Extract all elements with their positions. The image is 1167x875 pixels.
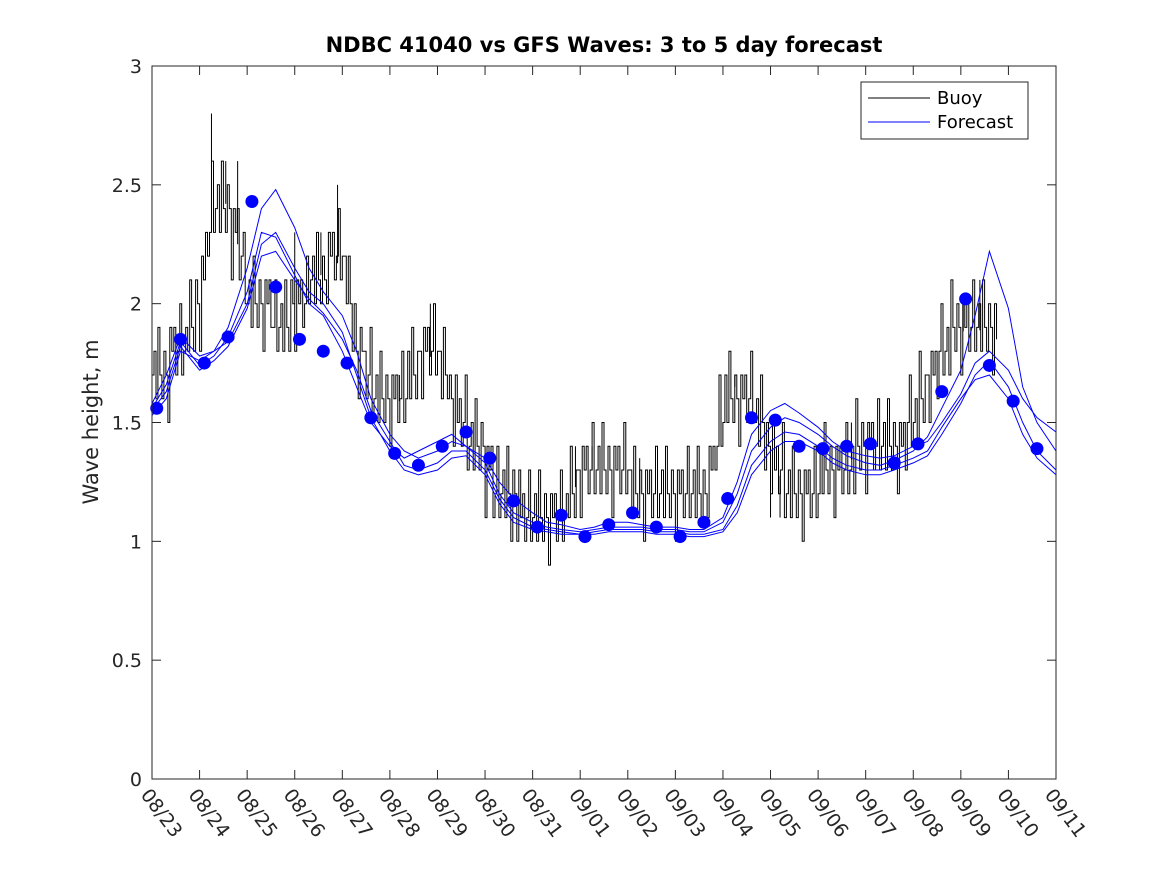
forecast-point [816, 442, 830, 456]
forecast-point [221, 330, 235, 344]
series-layer [150, 113, 1057, 566]
forecast-point [959, 292, 973, 306]
forecast-series-run4 [151, 231, 1057, 538]
forecast-point [197, 356, 211, 370]
buoy-series [152, 160, 997, 566]
forecast-point [673, 530, 687, 544]
forecast-point [982, 358, 996, 372]
y-tick-label: 1.5 [112, 413, 142, 435]
forecast-point [554, 508, 568, 522]
forecast-point [840, 439, 854, 453]
forecast-point [483, 451, 497, 465]
legend: Buoy Forecast [860, 81, 1029, 140]
forecast-point [411, 458, 425, 472]
forecast-point [150, 401, 164, 415]
forecast-point [792, 439, 806, 453]
legend-box [860, 81, 1029, 140]
legend-buoy-label: Buoy [937, 88, 983, 109]
forecast-series-run2 [151, 188, 1057, 533]
forecast-point [887, 456, 901, 470]
y-tick-label: 0 [130, 769, 142, 791]
forecast-point [292, 332, 306, 346]
forecast-point [626, 506, 640, 520]
forecast-point [911, 437, 925, 451]
legend-forecast-label: Forecast [937, 112, 1013, 133]
forecast-point [649, 520, 663, 534]
forecast-point [530, 520, 544, 534]
y-axis-ticks: 0 0.5 1 1.5 2 2.5 3 [112, 56, 1056, 791]
forecast-point [388, 446, 402, 460]
forecast-point [435, 439, 449, 453]
chart-title: NDBC 41040 vs GFS Waves: 3 to 5 day fore… [326, 33, 883, 57]
forecast-point [1006, 394, 1020, 408]
forecast-point [602, 518, 616, 532]
y-tick-label: 1 [130, 531, 142, 553]
forecast-point [507, 494, 521, 508]
y-tick-label: 2 [130, 294, 142, 316]
forecast-point [935, 385, 949, 399]
forecast-point [245, 194, 259, 208]
forecast-point [697, 515, 711, 529]
y-tick-label: 3 [130, 56, 142, 78]
forecast-point [459, 425, 473, 439]
forecast-point [721, 492, 735, 506]
y-axis-label: Wave height, m [79, 339, 103, 504]
y-tick-label: 2.5 [112, 175, 142, 197]
forecast-series-run3 [151, 250, 1057, 535]
forecast-point [316, 344, 330, 358]
forecast-point [174, 332, 188, 346]
forecast-point [364, 411, 378, 425]
forecast-point [340, 356, 354, 370]
y-tick-label: 0.5 [112, 650, 142, 672]
forecast-point [578, 530, 592, 544]
forecast-point [1030, 442, 1044, 456]
forecast-point [744, 411, 758, 425]
forecast-point [863, 437, 877, 451]
forecast-point [269, 280, 283, 294]
forecast-point [768, 413, 782, 427]
